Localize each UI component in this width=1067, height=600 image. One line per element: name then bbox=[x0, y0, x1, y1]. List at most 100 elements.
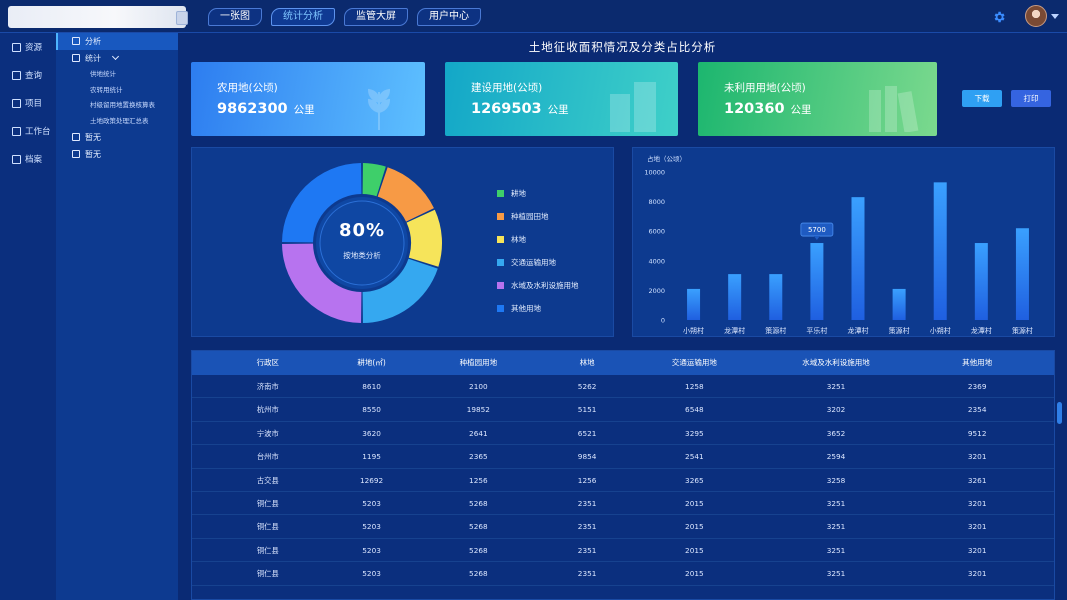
bar[interactable] bbox=[851, 197, 865, 320]
card-label: 未利用用地(公顷) bbox=[724, 82, 806, 94]
nav-item-resources[interactable]: 资源 bbox=[0, 33, 56, 61]
table-cell: 宁波市 bbox=[256, 428, 279, 438]
sub-nav: 分析 统计 供地统计 农转用统计 村级留用地置换核算表 土地政策处理汇总表 暂无… bbox=[56, 33, 178, 600]
gear-icon[interactable] bbox=[992, 10, 1006, 24]
tooltip-pointer bbox=[813, 236, 820, 241]
books-icon bbox=[869, 86, 919, 132]
legend-label: 其他用地 bbox=[511, 304, 541, 313]
table-row[interactable]: 济南市 8610 2100 5262 1258 3251 2369 bbox=[192, 375, 1054, 399]
table-row[interactable]: 古交县 12692 1256 1256 3265 3258 3261 bbox=[192, 469, 1054, 492]
table-cell: 2015 bbox=[685, 498, 704, 508]
table-cell: 2541 bbox=[685, 452, 704, 462]
table-cell: 铜仁县 bbox=[256, 545, 279, 555]
bar[interactable] bbox=[1015, 228, 1029, 320]
column-header[interactable]: 其他用地 bbox=[962, 358, 993, 367]
table-cell: 1256 bbox=[577, 475, 597, 485]
table-row[interactable]: 铜仁县 5203 5268 2351 2015 3251 3201 bbox=[192, 515, 1054, 539]
nav-item-label: 查询 bbox=[25, 71, 43, 81]
scrollbar-thumb[interactable] bbox=[1057, 402, 1062, 424]
column-header[interactable]: 交通运输用地 bbox=[671, 358, 717, 367]
legend-label: 耕地 bbox=[511, 189, 526, 198]
subnav-item-empty-2[interactable]: 暂无 bbox=[56, 146, 178, 163]
table-row[interactable]: 台州市 1195 2365 9854 2541 2594 3201 bbox=[192, 445, 1054, 469]
subnav-child-village-land[interactable]: 村级留用地置换核算表 bbox=[90, 101, 155, 109]
bar[interactable] bbox=[728, 274, 742, 320]
table-row[interactable]: 铜仁县 5203 5268 2351 2015 3251 3201 bbox=[192, 492, 1054, 516]
bar[interactable] bbox=[892, 288, 906, 320]
database-icon bbox=[12, 42, 21, 52]
subnav-item-empty-1[interactable]: 暂无 bbox=[56, 129, 178, 146]
bar[interactable] bbox=[687, 288, 701, 320]
tab-user-center[interactable]: 用户中心 bbox=[417, 8, 481, 26]
legend-item[interactable]: 林地 bbox=[497, 228, 579, 251]
legend-swatch bbox=[497, 305, 504, 312]
table-cell: 3251 bbox=[826, 545, 846, 555]
table-row[interactable]: 铜仁县 5203 5268 2351 2015 3251 3201 bbox=[192, 539, 1054, 563]
column-header[interactable]: 耕地(㎡) bbox=[357, 358, 386, 367]
subnav-label: 统计 bbox=[85, 54, 101, 63]
bar[interactable] bbox=[933, 182, 947, 320]
column-header[interactable]: 种植园用地 bbox=[459, 358, 498, 367]
app-logo bbox=[8, 6, 188, 28]
table-cell: 5268 bbox=[469, 545, 488, 555]
table-cell: 5262 bbox=[577, 382, 597, 391]
nav-item-workbench[interactable]: 工作台 bbox=[0, 117, 56, 145]
download-button[interactable]: 下载 bbox=[962, 90, 1002, 107]
donut-slice[interactable] bbox=[282, 243, 362, 323]
column-header[interactable]: 林地 bbox=[579, 358, 595, 367]
bar[interactable] bbox=[769, 274, 783, 320]
donut-slice[interactable] bbox=[362, 258, 438, 323]
legend-item[interactable]: 其他用地 bbox=[497, 297, 579, 320]
subnav-child-conversion[interactable]: 农转用统计 bbox=[90, 85, 123, 94]
column-header[interactable]: 水域及水利设施用地 bbox=[802, 358, 870, 367]
top-nav: 一张图 统计分析 监管大屏 用户中心 bbox=[208, 8, 481, 26]
table-cell: 2369 bbox=[967, 382, 987, 391]
table-cell: 5151 bbox=[577, 405, 597, 415]
legend-item[interactable]: 耕地 bbox=[497, 182, 579, 205]
table-row[interactable]: 杭州市 8550 19852 5151 6548 3202 2354 bbox=[192, 398, 1054, 422]
nav-item-query[interactable]: 查询 bbox=[0, 61, 56, 89]
y-tick-label: 0 bbox=[661, 317, 665, 325]
y-tick-label: 2000 bbox=[648, 287, 665, 295]
nav-item-label: 档案 bbox=[25, 155, 43, 165]
subnav-item-statistics[interactable]: 统计 bbox=[56, 50, 178, 67]
donut-slice[interactable] bbox=[406, 209, 442, 267]
donut-slice[interactable] bbox=[377, 167, 434, 222]
subnav-item-analysis[interactable]: 分析 bbox=[56, 33, 178, 50]
donut-slice[interactable] bbox=[362, 163, 386, 197]
table-cell: 8610 bbox=[362, 382, 381, 391]
table-row[interactable]: 宁波市 3620 2641 6521 3295 3652 9512 bbox=[192, 422, 1054, 446]
table-cell: 3251 bbox=[826, 522, 846, 532]
donut-inner-circle bbox=[316, 197, 408, 289]
column-header[interactable]: 行政区 bbox=[256, 358, 280, 367]
chevron-down-icon bbox=[111, 52, 120, 61]
avatar[interactable] bbox=[1025, 5, 1047, 27]
bar[interactable] bbox=[810, 243, 824, 320]
legend-item[interactable]: 种植园田地 bbox=[497, 205, 579, 228]
donut-slice[interactable] bbox=[282, 163, 362, 243]
nav-item-project[interactable]: 项目 bbox=[0, 89, 56, 117]
subnav-child-policy[interactable]: 土地政策处理汇总表 bbox=[90, 116, 149, 125]
legend-label: 林地 bbox=[511, 235, 526, 244]
donut-center-value: 80% bbox=[338, 220, 386, 241]
tab-dashboard[interactable]: 监管大屏 bbox=[344, 8, 408, 26]
table-row[interactable]: 铜仁县 5203 5268 2351 2015 3251 3201 bbox=[192, 562, 1054, 586]
tab-statistics[interactable]: 统计分析 bbox=[271, 8, 335, 26]
legend-swatch bbox=[497, 282, 504, 289]
card-value: 1269503 公里 bbox=[471, 101, 569, 117]
table-cell: 3620 bbox=[362, 428, 381, 438]
top-bar: 一张图 统计分析 监管大屏 用户中心 bbox=[0, 0, 1067, 33]
nav-item-archive[interactable]: 档案 bbox=[0, 145, 56, 173]
bar[interactable] bbox=[974, 243, 988, 320]
print-button[interactable]: 打印 bbox=[1011, 90, 1051, 107]
chevron-down-icon[interactable] bbox=[1051, 14, 1059, 19]
tab-map[interactable]: 一张图 bbox=[208, 8, 262, 26]
table-cell: 3201 bbox=[967, 522, 987, 532]
subnav-child-supply[interactable]: 供地统计 bbox=[90, 70, 116, 78]
table-cell: 5203 bbox=[362, 522, 381, 532]
monitor-icon bbox=[12, 126, 21, 136]
table-cell: 3258 bbox=[826, 475, 846, 485]
legend-item[interactable]: 交通运输用地 bbox=[497, 251, 579, 274]
legend-item[interactable]: 水域及水利设施用地 bbox=[497, 274, 579, 297]
table-body: 济南市 8610 2100 5262 1258 3251 2369 杭州市 8550 19852 5… bbox=[192, 375, 1054, 586]
